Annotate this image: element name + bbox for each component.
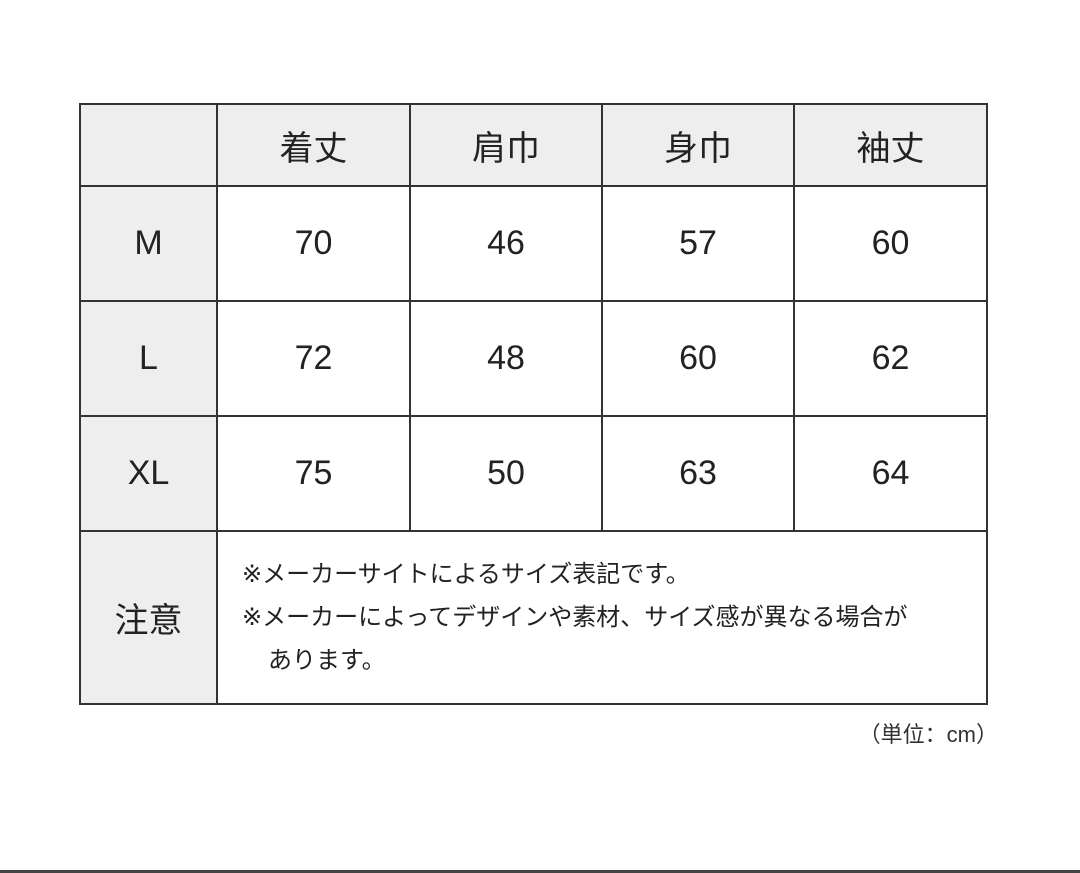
table-cell: 57 [601, 185, 795, 302]
header-row: 着丈 肩巾 身巾 袖丈 [79, 103, 988, 187]
corner-cell [79, 103, 218, 187]
column-header: 肩巾 [409, 103, 603, 187]
table-cell: 75 [216, 415, 411, 532]
table-row: M 70 46 57 60 [79, 185, 988, 302]
table-cell: 50 [409, 415, 603, 532]
table-cell: 64 [793, 415, 988, 532]
table-row: L 72 48 60 62 [79, 300, 988, 417]
notes-label: 注意 [79, 530, 218, 705]
size-chart-table: 着丈 肩巾 身巾 袖丈 M 70 46 57 60 L 72 48 60 62 … [79, 103, 988, 705]
table-cell: 70 [216, 185, 411, 302]
note-line: あります。 [268, 647, 386, 674]
row-header: XL [79, 415, 218, 532]
table-cell: 60 [601, 300, 795, 417]
table-row: XL 75 50 63 64 [79, 415, 988, 532]
column-header: 着丈 [216, 103, 411, 187]
notes-row: 注意 ※メーカーサイトによるサイズ表記です。 ※メーカーによってデザインや素材、… [79, 530, 988, 705]
note-line: ※メーカーによってデザインや素材、サイズ感が異なる場合が [242, 604, 908, 631]
table-cell: 48 [409, 300, 603, 417]
table-cell: 63 [601, 415, 795, 532]
column-header: 身巾 [601, 103, 795, 187]
divider [0, 870, 1080, 873]
note-line: ※メーカーサイトによるサイズ表記です。 [242, 561, 690, 588]
row-header: M [79, 185, 218, 302]
table-cell: 46 [409, 185, 603, 302]
column-header: 袖丈 [793, 103, 988, 187]
table-cell: 62 [793, 300, 988, 417]
row-header: L [79, 300, 218, 417]
unit-label: （単位：cm） [858, 722, 998, 747]
table-cell: 72 [216, 300, 411, 417]
notes-cell: ※メーカーサイトによるサイズ表記です。 ※メーカーによってデザインや素材、サイズ… [216, 530, 988, 705]
table-cell: 60 [793, 185, 988, 302]
